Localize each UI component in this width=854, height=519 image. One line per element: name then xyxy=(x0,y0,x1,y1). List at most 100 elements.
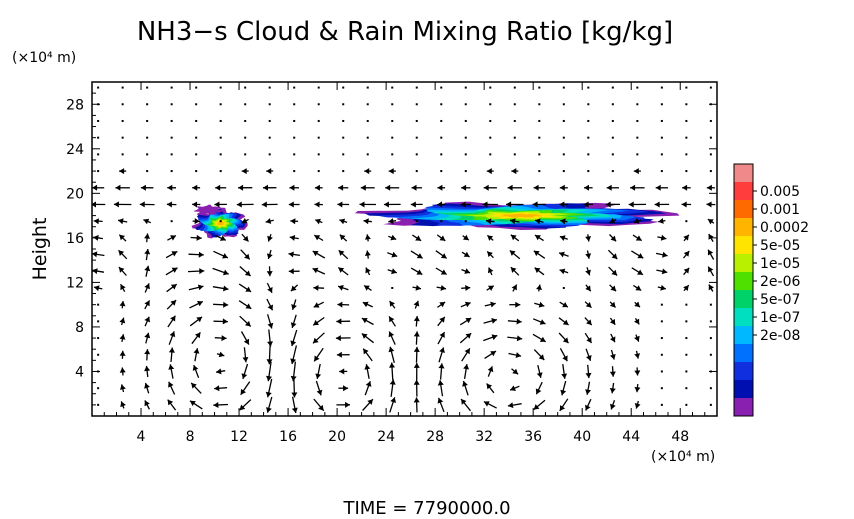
y-tick-label: 12 xyxy=(66,275,84,291)
wind-arrow-head xyxy=(391,251,398,258)
wind-arrow-head xyxy=(214,385,220,392)
wind-arrow-head xyxy=(583,201,589,208)
wind-arrow-head xyxy=(585,253,592,259)
y-axis-label: Height xyxy=(29,218,51,281)
wind-dot xyxy=(244,119,247,122)
wind-arrow-head xyxy=(440,269,447,275)
wind-arrow-head xyxy=(289,235,296,241)
wind-dot xyxy=(440,103,443,106)
wind-arrow-head xyxy=(539,336,546,342)
wind-arrow-head xyxy=(585,236,592,242)
wind-dot xyxy=(195,119,198,122)
wind-arrow-head xyxy=(487,251,493,258)
wind-arrow-head xyxy=(242,357,249,363)
wind-arrow-head xyxy=(383,201,389,208)
wind-dot xyxy=(440,153,443,156)
wind-dot xyxy=(464,170,467,173)
wind-dot xyxy=(97,353,100,356)
wind-arrow-head xyxy=(196,316,203,323)
wind-arrow-head xyxy=(610,235,617,242)
colorbar-segment xyxy=(734,326,753,345)
wind-arrow-head xyxy=(168,381,174,388)
wind-dot xyxy=(709,153,712,156)
wind-arrow-head xyxy=(634,353,640,359)
wind-dot xyxy=(219,170,222,173)
colorbar-segment xyxy=(734,236,753,255)
wind-arrow-head xyxy=(585,372,592,379)
wind-dot xyxy=(685,103,688,106)
wind-dot xyxy=(415,153,418,156)
wind-arrow-head xyxy=(506,201,512,208)
wind-dot xyxy=(170,136,173,139)
wind-arrow-head xyxy=(609,301,616,308)
wind-arrow-head xyxy=(199,268,205,275)
x-tick-label: 44 xyxy=(622,429,640,445)
wind-dot xyxy=(342,119,345,122)
wind-dot xyxy=(342,103,345,106)
wind-arrow-head xyxy=(562,337,569,344)
wind-dot xyxy=(440,119,443,122)
wind-arrow-head xyxy=(490,351,496,357)
colorbar-label: 1e-07 xyxy=(760,310,800,326)
wind-arrow-head xyxy=(559,268,566,275)
wind-arrow-head xyxy=(606,184,612,191)
x-tick-label: 48 xyxy=(671,429,689,445)
wind-arrow-head xyxy=(511,168,517,175)
wind-arrow-head xyxy=(337,201,343,208)
wind-arrow-head xyxy=(291,407,298,413)
wind-arrow-head xyxy=(560,389,567,396)
wind-dot xyxy=(464,86,467,89)
colorbar-label: 5e-05 xyxy=(760,238,800,254)
wind-arrow-head xyxy=(364,250,371,256)
wind-dot xyxy=(268,103,271,106)
wind-dot xyxy=(415,136,418,139)
wind-dot xyxy=(587,170,590,173)
wind-arrow-head xyxy=(265,391,272,398)
wind-dot xyxy=(244,103,247,106)
colorbar-segment xyxy=(734,308,753,327)
wind-arrow-head xyxy=(192,365,199,371)
wind-arrow-head xyxy=(437,184,443,191)
wind-arrow-head xyxy=(316,389,323,396)
wind-arrow-head xyxy=(483,184,489,191)
wind-arrow-head xyxy=(290,358,297,364)
wind-dot xyxy=(440,170,443,173)
wind-arrow-head xyxy=(413,316,420,322)
wind-dot xyxy=(293,103,296,106)
wind-arrow-head xyxy=(439,347,445,353)
wind-arrow-head xyxy=(661,268,668,275)
wind-dot xyxy=(97,337,100,340)
wind-arrow-head xyxy=(482,201,488,208)
wind-arrow-head xyxy=(488,285,494,291)
wind-arrow-head xyxy=(388,168,394,175)
wind-arrow-head xyxy=(314,201,320,208)
wind-dot xyxy=(685,220,688,223)
wind-arrow-head xyxy=(191,382,197,389)
wind-arrow-head xyxy=(337,301,343,308)
wind-dot xyxy=(219,119,222,122)
colorbar-segment xyxy=(734,272,753,291)
wind-dot xyxy=(660,153,663,156)
wind-dot xyxy=(685,153,688,156)
x-tick-label: 16 xyxy=(279,429,297,445)
wind-arrow-head xyxy=(198,251,204,258)
x-axis-unit: (×10⁴ m) xyxy=(651,449,715,465)
cloud-mixing-ratio-field xyxy=(191,201,680,239)
wind-dot xyxy=(709,136,712,139)
wind-arrow-head xyxy=(336,351,342,358)
wind-arrow-head xyxy=(439,235,446,241)
wind-arrow-head xyxy=(415,235,422,241)
wind-dot xyxy=(660,337,663,340)
wind-arrow-head xyxy=(683,267,690,274)
wind-dot xyxy=(170,153,173,156)
wind-dot xyxy=(219,153,222,156)
wind-dot xyxy=(685,303,688,306)
wind-arrow-head xyxy=(92,184,98,191)
wind-arrow-head xyxy=(708,266,714,273)
wind-arrow-head xyxy=(683,251,690,257)
wind-dot xyxy=(538,136,541,139)
wind-arrow-head xyxy=(410,201,416,208)
y-tick-label: 16 xyxy=(66,231,84,247)
wind-dot xyxy=(611,103,614,106)
wind-arrow-head xyxy=(263,184,268,191)
